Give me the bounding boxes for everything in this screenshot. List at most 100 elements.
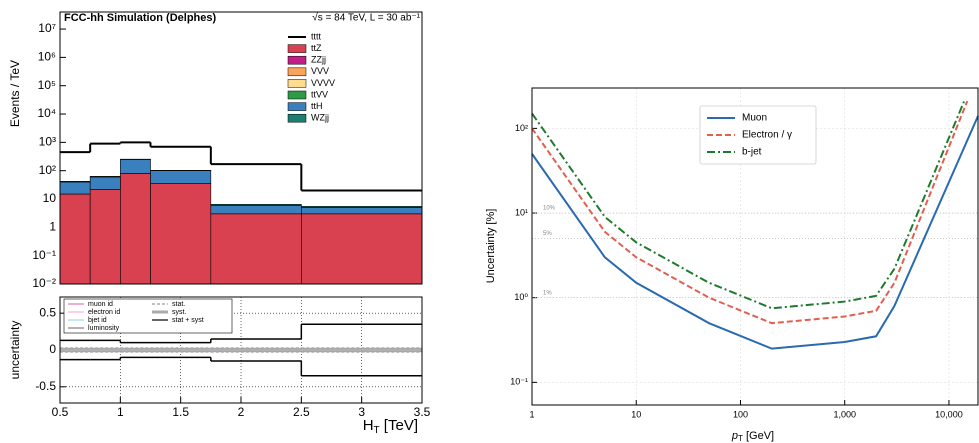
y-tick-label: 10⁻¹ (32, 248, 56, 262)
legend-label: stat. (172, 301, 185, 308)
x-tick-label: 3 (358, 405, 365, 419)
y-tick-label: 10⁻² (32, 276, 56, 290)
legend-swatch (287, 55, 307, 65)
header-left: FCC-hh Simulation (Delphes) (64, 12, 217, 24)
annotation: 5% (543, 231, 552, 237)
legend-label: electron id (88, 309, 120, 316)
legend-label: Electron / γ (742, 130, 792, 141)
legend-swatch (287, 102, 307, 111)
x-axis-label-unit: [GeV] (743, 430, 774, 442)
x-tick-label: 0.5 (52, 405, 69, 419)
header-right: √s = 84 TeV, L = 30 ab⁻¹ (312, 12, 420, 24)
series-line (531, 100, 966, 310)
legend-label: muon id (88, 301, 113, 308)
stack-bar (210, 213, 302, 285)
legend-label: ttZ (311, 43, 322, 53)
uncertainty-band (90, 347, 121, 353)
uncertainty-band (120, 347, 151, 353)
y-tick-label: 10² (515, 123, 528, 133)
annotation: 1% (543, 290, 552, 296)
uncertainty-band (301, 347, 422, 353)
x-tick-label: 1 (117, 405, 124, 419)
x-axis-label-unit: [TeV] (380, 417, 418, 434)
legend-label: bjet id (88, 317, 107, 324)
y-tick-label: 1 (49, 220, 56, 234)
legend-swatch (287, 113, 307, 123)
stack-bar (120, 173, 151, 285)
stack-bar (89, 189, 121, 285)
x-axis-label: HT [TeV] (363, 417, 418, 436)
stack-bar (89, 176, 121, 178)
stack-bar (210, 204, 302, 206)
stack-bar (301, 206, 423, 208)
uncertainty-band (210, 347, 302, 353)
x-tick-label: 3.5 (414, 405, 431, 419)
stack-bar (59, 181, 91, 183)
x-tick-label: 1,000 (833, 409, 856, 419)
x-tick-label: 100 (733, 409, 748, 419)
legend-swatch (287, 90, 307, 100)
y-tick-label: 0.5 (39, 305, 56, 319)
legend-label: luminosity (88, 325, 120, 332)
stack-bar (150, 170, 212, 184)
x-tick-label: 2.5 (293, 405, 310, 419)
y-tick-label: 10⁰ (514, 292, 528, 302)
legend-label: tttt (311, 31, 322, 41)
legend-label: ttH (311, 101, 323, 111)
uncertainty-band (150, 347, 211, 353)
x-tick-label: 2 (238, 405, 245, 419)
y-tick-label: 10⁷ (38, 21, 56, 35)
y-tick-label: 10⁴ (37, 106, 56, 120)
stack-bar (59, 193, 91, 285)
legend-label: VVVV (311, 78, 335, 88)
y-axis-label: uncertainty (8, 321, 22, 380)
y-axis-label: Uncertainty [%] (485, 209, 497, 284)
legend-box (63, 298, 233, 334)
x-axis-label-sub: T (374, 425, 380, 436)
y-tick-label: 10³ (39, 135, 56, 149)
legend-swatch (287, 67, 307, 77)
legend-label: WZjj (311, 113, 329, 123)
y-tick-label: 10⁶ (38, 50, 56, 64)
x-axis-label-main: p (731, 430, 738, 442)
axes-frame (59, 296, 423, 404)
legend-label: Muon (742, 113, 767, 124)
axes-frame (531, 87, 979, 406)
stack-bar (150, 183, 212, 285)
y-axis-label: Events / TeV (8, 60, 22, 127)
x-tick-label: 1.5 (172, 405, 189, 419)
stack-bar (301, 213, 423, 285)
legend-label: ZZjj (311, 55, 326, 65)
y-tick-label: -0.5 (35, 379, 56, 393)
legend-label: stat + syst (172, 317, 204, 324)
x-axis-label: pT [GeV] (731, 430, 774, 443)
series-line (531, 100, 969, 325)
x-tick-label: 10,000 (935, 409, 963, 419)
y-tick-label: 10⁻¹ (510, 377, 528, 387)
legend-label: VVV (311, 66, 329, 76)
x-tick-label: 10 (631, 409, 641, 419)
stack-bar (210, 205, 302, 215)
annotation: 10% (543, 206, 556, 212)
axes-frame (59, 11, 423, 285)
stack-bar (89, 176, 121, 190)
stack-bar (59, 181, 91, 195)
y-tick-label: 0 (49, 342, 56, 356)
stack-bar (301, 207, 423, 215)
x-axis-label-main: H (363, 417, 374, 434)
legend-label: ttVV (311, 89, 328, 99)
y-tick-label: 10² (39, 163, 56, 177)
y-tick-label: 10⁵ (38, 78, 56, 92)
legend-label: syst. (172, 309, 186, 316)
legend-swatch (287, 44, 307, 53)
series-line (531, 115, 979, 350)
legend-swatch (287, 79, 307, 88)
legend-box (699, 105, 817, 165)
legend-label: b-jet (742, 147, 762, 158)
x-axis-label-sub: T (738, 434, 743, 443)
stack-bar (120, 159, 151, 174)
x-tick-label: 1 (529, 409, 534, 419)
y-tick-label: 10 (43, 191, 57, 205)
